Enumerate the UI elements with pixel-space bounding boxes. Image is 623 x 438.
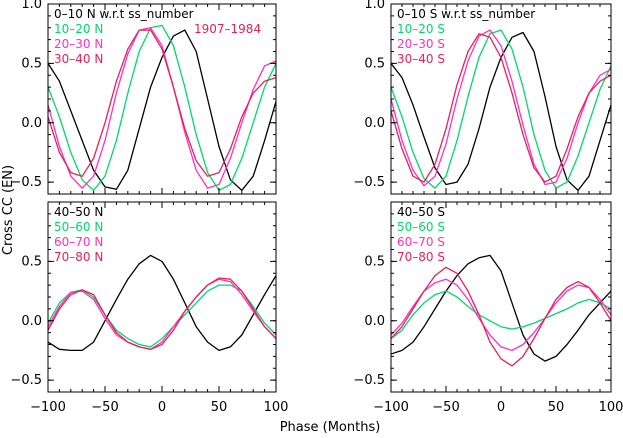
legend-entry: 30–40 S [397,52,445,66]
series-line-2 [391,29,611,187]
y-tick-label: 0.0 [21,116,42,131]
y-tick-label: 0.0 [21,314,42,329]
x-tick-label: 0 [158,400,166,415]
x-tick-label: 100 [264,400,289,415]
x-tick-label: 50 [548,400,565,415]
series-line-2 [391,278,611,352]
y-tick-label: −0.5 [10,175,42,190]
legend-entry: 50–60 S [397,220,445,234]
y-tick-label: 0.0 [364,116,385,131]
series-line-0 [48,29,276,192]
y-tick-label: 0.5 [364,56,385,71]
legend-entry: 0–10 S w.r.t ss_number [397,7,535,21]
period-annotation: 1907–1984 [194,22,261,36]
series-group [48,24,276,192]
series-line-1 [391,290,611,340]
series-group [48,254,276,352]
y-tick-label: 0.5 [21,56,42,71]
y-tick-label: −0.5 [10,373,42,388]
x-tick-label: −100 [373,400,409,415]
series-line-0 [391,254,611,362]
legend-entry: 60–70 S [397,235,445,249]
y-axis-label: Cross CC (EN) [1,165,16,255]
legend-entry: 60–70 N [54,235,103,249]
legend-entry: 0–10 N w.r.t ss_number [54,7,194,21]
x-axis-label: Phase (Months) [280,420,381,435]
legend-entry: 70–80 N [54,250,103,264]
y-tick-label: 1.0 [364,0,385,12]
y-tick-label: 1.0 [21,0,42,12]
legend-entry: 40–50 S [397,205,445,219]
y-tick-label: 0.0 [364,314,385,329]
series-line-1 [48,284,276,348]
panel-top-left: −0.5 0.0 0.5 1.0 0–10 N w.r.t ss_number10–20… [10,0,277,195]
x-tick-label: 0 [497,400,505,415]
series-line-3 [48,277,276,350]
x-tick-label: −50 [432,400,459,415]
y-tick-label: −0.5 [353,175,385,190]
y-tick-label: 0.5 [21,254,42,269]
series-line-0 [48,254,276,352]
panel-bottom-left: −100 −50 0 50 100 −0.5 0.0 0.5 40–50 N50–60 N60–… [10,201,289,415]
legend-entry: 50–60 N [54,220,103,234]
legend-entry: 20–30 S [397,37,445,51]
x-tick-label: −50 [91,400,118,415]
legend-entry: 10–20 N [54,22,103,36]
series-line-3 [391,33,611,183]
series-group [391,254,611,367]
y-tick-label: −0.5 [353,373,385,388]
x-tick-label: −100 [30,400,66,415]
y-tick-label: 0.5 [364,254,385,269]
legend-entry: 20–30 N [54,37,103,51]
legend-entry: 70–80 S [397,250,445,264]
legend-entry: 40–50 N [54,205,103,219]
series-line-2 [48,27,276,189]
x-tick-label: 50 [211,400,228,415]
panel-top-right: −0.5 0.0 0.5 1.0 0–10 S w.r.t ss_number10–20… [353,0,612,195]
series-group [391,29,611,192]
series-line-2 [48,278,276,350]
series-line-3 [391,266,611,367]
legend-entry: 30–40 N [54,52,103,66]
series-line-3 [48,29,276,177]
legend-entry: 10–20 S [397,22,445,36]
x-tick-label: 100 [599,400,623,415]
panel-bottom-right: −100 −50 0 50 100 −0.5 0.0 0.5 40–50 S50–60 S60–… [353,201,623,415]
